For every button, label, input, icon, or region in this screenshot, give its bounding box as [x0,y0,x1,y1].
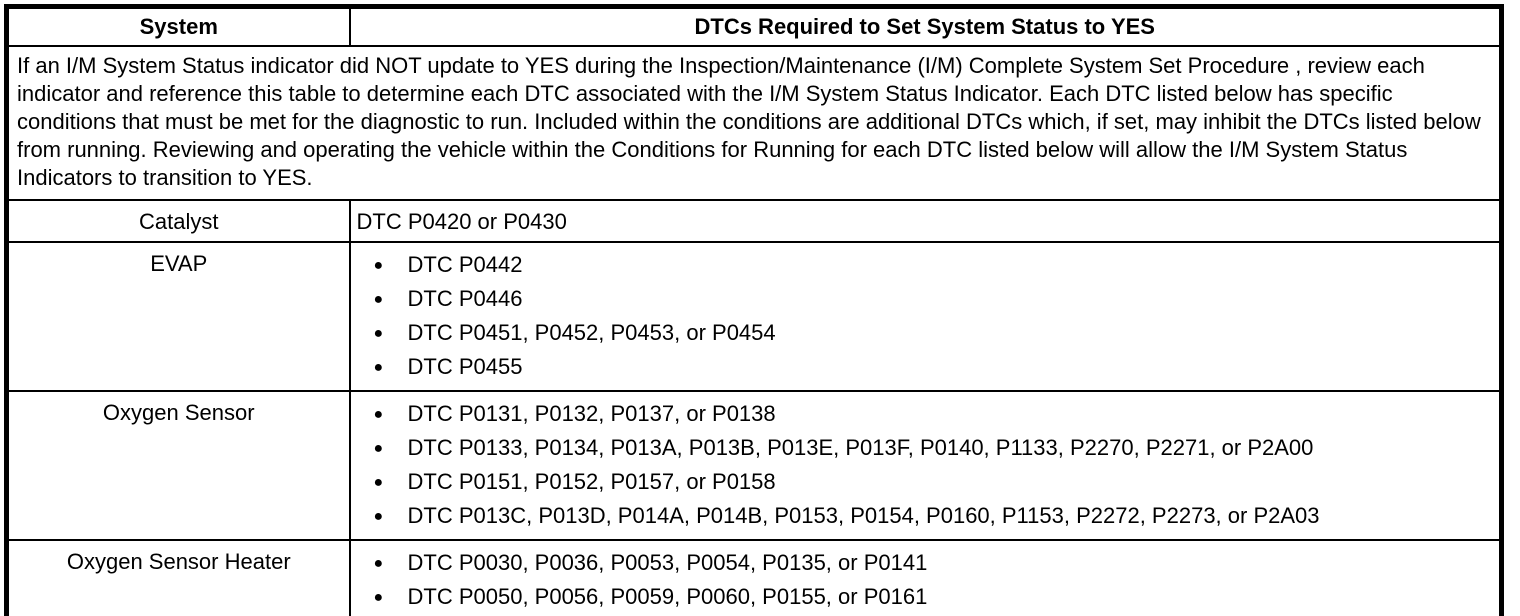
bullet-icon: ● [373,406,384,423]
dtc-text: DTC P0420 or P0430 [356,209,567,234]
dtc-text: DTC P0455 [407,354,523,379]
bullet-icon: ● [373,555,384,572]
bullet-icon: ● [373,589,384,606]
list-item: ● DTC P0131, P0132, P0137, or P0138 [352,397,1494,431]
dtc-text: DTC P013C, P013D, P014A, P014B, P0153, P… [407,503,1320,528]
im-system-status-dtc-table: System DTCs Required to Set System Statu… [4,4,1504,616]
table-row-oxygen-sensor: Oxygen Sensor ● DTC P0131, P0132, P0137, … [5,390,1503,541]
dtc-text: DTC P0151, P0152, P0157, or P0158 [407,469,776,494]
dtc-list: ● DTC P0442 ● DTC P0446 ● DTC P0451, P0452,… [352,244,1500,389]
list-item: ● DTC P0442 [352,248,1494,282]
dtc-text: DTC P0050, P0056, P0059, P0060, P0155, o… [407,584,928,609]
bullet-icon: ● [373,440,384,457]
dtc-list: ● DTC P0030, P0036, P0053, P0054, P0135, … [352,542,1500,616]
dtc-text: DTC P0451, P0452, P0453, or P0454 [407,320,776,345]
table-row-oxygen-sensor-heater: Oxygen Sensor Heater ● DTC P0030, P0036, … [5,539,1503,616]
document-page: System DTCs Required to Set System Statu… [0,4,1520,616]
list-item: ● DTC P0151, P0152, P0157, or P0158 [352,465,1494,499]
dtc-cell-oxygen-sensor: ● DTC P0131, P0132, P0137, or P0138 ● DTC … [348,390,1503,541]
bullet-icon: ● [373,359,384,376]
column-header-system: System [5,5,351,47]
dtc-text: DTC P0131, P0132, P0137, or P0138 [407,401,776,426]
column-header-dtcs-required: DTCs Required to Set System Status to YE… [348,5,1503,47]
dtc-cell-oxygen-sensor-heater: ● DTC P0030, P0036, P0053, P0054, P0135, … [348,539,1503,616]
table-row-evap: EVAP ● DTC P0442 ● DTC P0446 ● DTC P0451, P… [5,241,1503,392]
table-row-catalyst: Catalyst DTC P0420 or P0430 [5,199,1503,243]
list-item: ● DTC P0050, P0056, P0059, P0060, P0155, … [352,580,1494,614]
dtc-text: DTC P0030, P0036, P0053, P0054, P0135, o… [407,550,928,575]
system-name-oxygen-sensor: Oxygen Sensor [5,390,351,541]
dtc-text: DTC P0133, P0134, P013A, P013B, P013E, P… [407,435,1314,460]
bullet-icon: ● [373,257,384,274]
list-item: ● DTC P0133, P0134, P013A, P013B, P013E, … [352,431,1494,465]
list-item: ● DTC P013C, P013D, P014A, P014B, P0153, … [352,499,1494,533]
intro-paragraph: If an I/M System Status indicator did NO… [5,45,1503,201]
dtc-text: DTC P0442 [407,252,523,277]
bullet-icon: ● [373,325,384,342]
dtc-text: DTC P0446 [407,286,523,311]
bullet-icon: ● [373,508,384,525]
bullet-icon: ● [373,291,384,308]
list-item: ● DTC P0446 [352,282,1494,316]
list-item: ● DTC P0030, P0036, P0053, P0054, P0135, … [352,546,1494,580]
dtc-cell-evap: ● DTC P0442 ● DTC P0446 ● DTC P0451, P0452,… [348,241,1503,392]
system-name-evap: EVAP [5,241,351,392]
system-name-catalyst: Catalyst [5,199,351,243]
dtc-cell-catalyst: DTC P0420 or P0430 [348,199,1503,243]
system-name-oxygen-sensor-heater: Oxygen Sensor Heater [5,539,351,616]
list-item: ● DTC P0455 [352,350,1494,384]
intro-row: If an I/M System Status indicator did NO… [5,45,1503,201]
list-item: ● DTC P0451, P0452, P0453, or P0454 [352,316,1494,350]
dtc-list: ● DTC P0131, P0132, P0137, or P0138 ● DTC … [352,393,1500,538]
bullet-icon: ● [373,474,384,491]
header-row: System DTCs Required to Set System Statu… [5,5,1503,47]
